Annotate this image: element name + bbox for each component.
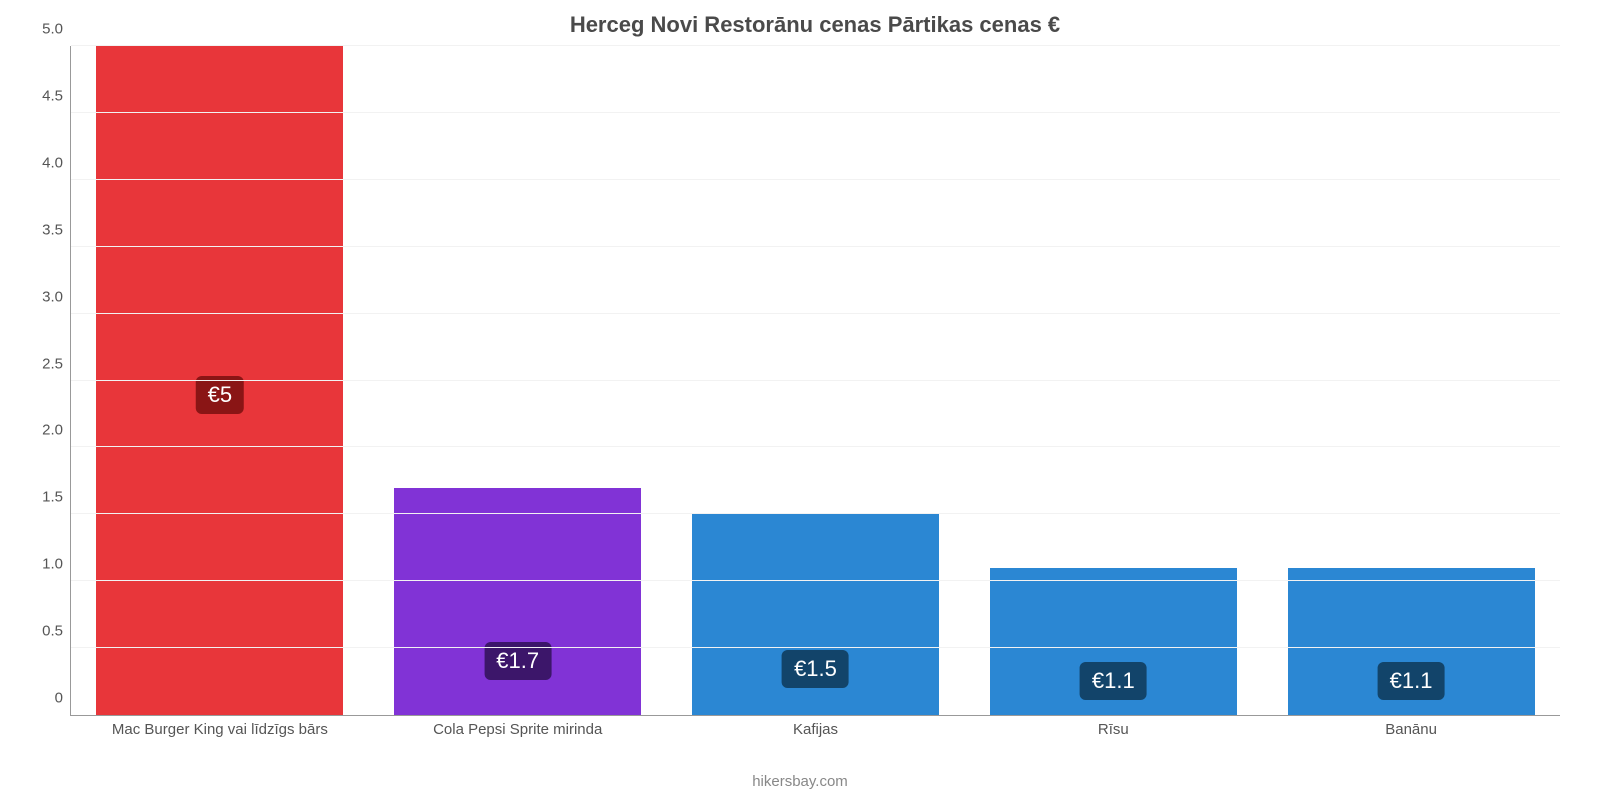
- bars-container: €5 €1.7 €1.5 €1.1 €1.1: [71, 46, 1560, 715]
- plot-area: €5€1.7€1.5€1.1€1.1 Mac Burger King vai l…: [70, 46, 1560, 716]
- grid-line: [71, 380, 1560, 381]
- bar-value-label: €1.1: [1080, 662, 1147, 700]
- x-axis-labels: Mac Burger King vai līdzīgs bārsCola Pep…: [71, 721, 1560, 738]
- bar-value-label: €1.1: [1378, 662, 1445, 700]
- y-tick-label: 0.5: [42, 623, 71, 640]
- grid-line: [71, 313, 1560, 314]
- grid-line: [71, 45, 1560, 46]
- x-tick-label: Mac Burger King vai līdzīgs bārs: [71, 721, 369, 738]
- price-bar-chart: Herceg Novi Restorānu cenas Pārtikas cen…: [0, 0, 1600, 800]
- bar-value-label: €1.5: [782, 650, 849, 688]
- bar-value-label: €5: [196, 376, 244, 414]
- bar-slot: €1.1: [1262, 46, 1560, 715]
- y-tick-label: 0: [55, 690, 71, 707]
- y-tick-label: 3.5: [42, 221, 71, 238]
- grid-line: [71, 580, 1560, 581]
- x-tick-label: Banānu: [1262, 721, 1560, 738]
- y-tick-label: 4.0: [42, 154, 71, 171]
- grid-line: [71, 647, 1560, 648]
- grid-line: [71, 513, 1560, 514]
- chart-footer-credit: hikersbay.com: [0, 773, 1600, 790]
- grid-line: [71, 446, 1560, 447]
- chart-title: Herceg Novi Restorānu cenas Pārtikas cen…: [70, 12, 1560, 38]
- grid-line: [71, 246, 1560, 247]
- x-tick-label: Rīsu: [964, 721, 1262, 738]
- grid-line: [71, 179, 1560, 180]
- bar: €1.1: [1288, 568, 1535, 715]
- y-tick-label: 2.0: [42, 422, 71, 439]
- y-tick-label: 3.0: [42, 288, 71, 305]
- bar: €1.5: [692, 514, 939, 715]
- bar-slot: €5: [71, 46, 369, 715]
- y-tick-label: 2.5: [42, 355, 71, 372]
- y-tick-label: 1.5: [42, 489, 71, 506]
- y-tick-label: 4.5: [42, 87, 71, 104]
- bar-slot: €1.7: [369, 46, 667, 715]
- y-tick-label: 1.0: [42, 556, 71, 573]
- y-tick-label: 5.0: [42, 21, 71, 38]
- bar: €5: [96, 46, 343, 715]
- grid-line: [71, 112, 1560, 113]
- bar: €1.7: [394, 488, 641, 715]
- bar: €1.1: [990, 568, 1237, 715]
- x-tick-label: Cola Pepsi Sprite mirinda: [369, 721, 667, 738]
- bar-slot: €1.5: [667, 46, 965, 715]
- x-tick-label: Kafijas: [667, 721, 965, 738]
- bar-slot: €1.1: [964, 46, 1262, 715]
